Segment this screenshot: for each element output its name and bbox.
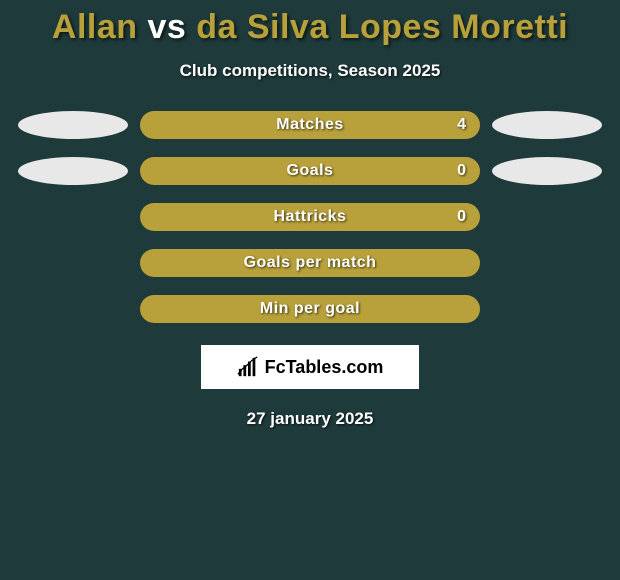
date-text: 27 january 2025 — [0, 409, 620, 429]
player-right-name: da Silva Lopes Moretti — [196, 8, 568, 46]
stat-bar: Goals 0 — [140, 157, 480, 185]
stat-label: Goals — [287, 162, 334, 180]
logo-text: FcTables.com — [265, 357, 384, 378]
stat-bar: Min per goal — [140, 295, 480, 323]
stat-row: Goals 0 — [10, 157, 610, 185]
stat-value: 4 — [457, 116, 466, 134]
stat-label: Hattricks — [274, 208, 347, 226]
right-ellipse — [492, 157, 602, 185]
stat-bar: Matches 4 — [140, 111, 480, 139]
left-ellipse — [18, 157, 128, 185]
stat-row: Goals per match — [10, 249, 610, 277]
comparison-title: Allan vs da Silva Lopes Moretti — [0, 0, 620, 47]
subtitle: Club competitions, Season 2025 — [0, 61, 620, 81]
stat-row: Min per goal — [10, 295, 610, 323]
stat-value: 0 — [457, 162, 466, 180]
stat-row: Matches 4 — [10, 111, 610, 139]
logo-box[interactable]: FcTables.com — [201, 345, 419, 389]
left-ellipse — [18, 111, 128, 139]
stat-label: Min per goal — [260, 300, 360, 318]
right-ellipse — [492, 111, 602, 139]
stat-label: Goals per match — [244, 254, 377, 272]
stat-bar: Goals per match — [140, 249, 480, 277]
stat-row: Hattricks 0 — [10, 203, 610, 231]
player-left-name: Allan — [52, 8, 138, 46]
vs-text: vs — [138, 8, 197, 46]
stat-value: 0 — [457, 208, 466, 226]
stat-bar: Hattricks 0 — [140, 203, 480, 231]
stat-label: Matches — [276, 116, 344, 134]
stats-container: Matches 4 Goals 0 Hattricks 0 Goals per match M… — [0, 111, 620, 323]
chart-icon — [237, 356, 259, 378]
